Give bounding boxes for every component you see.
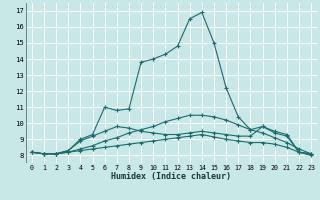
X-axis label: Humidex (Indice chaleur): Humidex (Indice chaleur)	[111, 172, 231, 181]
